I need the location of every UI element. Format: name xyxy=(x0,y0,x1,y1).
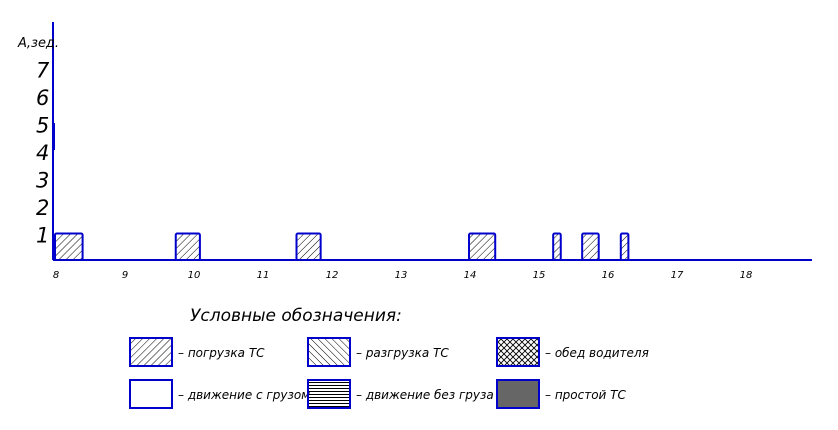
legend-swatch-loading xyxy=(129,337,173,367)
bar-loading xyxy=(468,232,497,261)
y-tick-label: 6 xyxy=(36,86,49,110)
bar-loading xyxy=(174,232,201,261)
bar-loading xyxy=(581,232,600,261)
legend-label-empty-run: – движение без груза xyxy=(356,388,494,402)
legend-swatch-loaded xyxy=(129,379,173,409)
bar-loading xyxy=(552,232,562,261)
legend-swatch-unloading xyxy=(307,337,351,367)
bars xyxy=(54,232,630,261)
x-tick-label: 12 xyxy=(326,270,339,281)
legend-label-idle: – простой ТС xyxy=(545,388,626,402)
y-tick-label: 3 xyxy=(36,169,49,193)
x-tick-label: 17 xyxy=(671,270,684,281)
y-axis-label: А,зед. xyxy=(17,36,59,51)
bar-loading xyxy=(295,232,322,261)
x-tick-label: 10 xyxy=(188,270,201,281)
y-tick-label: 4 xyxy=(36,141,49,165)
legend-swatch-empty-run xyxy=(307,379,351,409)
x-tick-label: 14 xyxy=(464,270,477,281)
y-tick-label: 2 xyxy=(36,196,49,220)
x-axis-ticks: 8 9 10 11 12 13 14 15 16 17 18 xyxy=(53,270,753,281)
legend-swatch-lunch xyxy=(496,337,540,367)
x-tick-label: 13 xyxy=(395,270,408,281)
legend-title: Условные обозначения: xyxy=(190,306,402,326)
y-tick-label: 1 xyxy=(36,224,49,248)
legend-label-lunch: – обед водителя xyxy=(545,346,649,360)
y-axis-ticks: 1 2 3 4 5 6 7 xyxy=(36,59,50,248)
legend-swatch-idle xyxy=(496,379,540,409)
x-tick-label: 9 xyxy=(122,270,128,281)
x-tick-label: 11 xyxy=(257,270,270,281)
legend: – погрузка ТС – разгрузка ТС – обед водите… xyxy=(129,337,649,409)
legend-label-loaded: – движение с грузом xyxy=(178,388,310,402)
x-tick-label: 8 xyxy=(53,270,59,281)
y-tick-label: 7 xyxy=(36,59,50,83)
x-tick-label: 16 xyxy=(602,270,615,281)
y-tick-label: 5 xyxy=(36,114,49,138)
chart-axes: А,зед. xyxy=(17,22,812,261)
bar-loading xyxy=(619,232,630,261)
legend-label-loading: – погрузка ТС xyxy=(178,346,265,360)
x-tick-label: 18 xyxy=(740,270,753,281)
legend-label-unloading: – разгрузка ТС xyxy=(356,346,449,360)
bar-loading xyxy=(54,232,84,261)
x-tick-label: 15 xyxy=(533,270,546,281)
